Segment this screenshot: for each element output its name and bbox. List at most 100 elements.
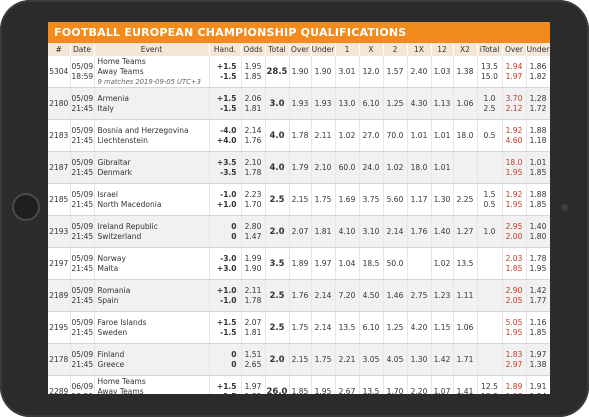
odds-x2[interactable]: 1.71 (453, 343, 478, 376)
total-over-odds[interactable]: 1.75 (289, 311, 312, 344)
odds-1[interactable]: 1.69 (334, 183, 360, 216)
total-under-odds[interactable]: 1.75 (311, 343, 336, 376)
event-cell[interactable]: Gibraltar Denmark (94, 151, 210, 184)
table-row[interactable]: 2195 05/09 21:45 Faroe Islands Sweden +1.5 -1.… (48, 311, 550, 344)
total-over-odds[interactable]: 1.90 (289, 56, 312, 88)
total-under-odds[interactable]: 1.97 (311, 247, 336, 280)
odds-12[interactable]: 1.30 (431, 183, 454, 216)
odds-2[interactable]: 1.02 (383, 151, 408, 184)
itotal-under-cell[interactable]: 1.911.84 (526, 375, 550, 394)
odds-1[interactable]: 2.67 (334, 375, 360, 394)
odds-12[interactable]: 1.01 (431, 119, 454, 152)
odds-2[interactable]: 1.70 (383, 375, 408, 394)
itotal-over-cell[interactable]: 2.03 1.85 (502, 247, 527, 280)
itotal-under-cell[interactable]: 1.16 1.85 (526, 311, 550, 344)
odds-2[interactable]: 1.57 (383, 56, 408, 88)
total-under-odds[interactable]: 2.10 (311, 151, 336, 184)
home-button[interactable] (12, 193, 40, 221)
handicap-odds-cell[interactable]: 1.51 2.65 (241, 343, 266, 376)
itotal-over-cell[interactable]: 2.90 2.05 (502, 279, 527, 312)
odds-1[interactable]: 3.01 (334, 56, 360, 88)
total-over-odds[interactable]: 2.07 (289, 215, 312, 248)
odds-1x[interactable]: 1.76 (406, 215, 432, 248)
itotal-over-cell[interactable]: 1.94 1.97 (502, 56, 527, 88)
odds-1[interactable]: 2.21 (334, 343, 360, 376)
odds-x[interactable]: 3.75 (359, 183, 384, 216)
itotal-over-cell[interactable]: 1.92 4.60 (502, 119, 527, 152)
odds-1x[interactable]: 2.20 (406, 375, 432, 394)
odds-1[interactable]: 1.04 (334, 247, 360, 280)
itotal-over-cell[interactable]: 18.0 1.95 (502, 151, 527, 184)
odds-12[interactable]: 1.23 (431, 279, 454, 312)
odds-x2[interactable]: 1.27 (453, 215, 478, 248)
itotal-over-cell[interactable]: 3.70 2.12 (502, 87, 527, 120)
total-over-odds[interactable]: 1.79 (289, 151, 312, 184)
table-row[interactable]: 2183 05/09 21:45 Bosnia and Herzegovina Liec… (48, 119, 550, 152)
odds-12[interactable]: 1.42 (431, 343, 454, 376)
odds-12[interactable]: 1.01 (431, 151, 454, 184)
odds-x[interactable]: 3.10 (359, 215, 384, 248)
event-cell[interactable]: Finland Greece (94, 343, 210, 376)
table-row[interactable]: 2187 05/09 21:45 Gibraltar Denmark +3.5 -3.5 2.… (48, 151, 550, 184)
handicap-odds-cell[interactable]: 1.95 1.85 (241, 56, 266, 88)
odds-x2[interactable]: 1.41 (453, 375, 478, 394)
total-under-odds[interactable]: 1.81 (311, 215, 336, 248)
table-row[interactable]: 2185 05/09 21:45 Israel North Macedonia -1.0 +… (48, 183, 550, 216)
odds-x[interactable]: 6.10 (359, 87, 384, 120)
odds-1[interactable]: 13.5 (334, 311, 360, 344)
odds-x[interactable]: 4.50 (359, 279, 384, 312)
event-cell[interactable]: Ireland Republic Switzerland (94, 215, 210, 248)
total-over-odds[interactable]: 1.85 (289, 375, 312, 394)
odds-x[interactable]: 3.05 (359, 343, 384, 376)
odds-1x[interactable]: 2.75 (406, 279, 432, 312)
odds-x[interactable]: 27.0 (359, 119, 384, 152)
odds-1[interactable]: 1.02 (334, 119, 360, 152)
handicap-odds-cell[interactable]: 2.23 1.70 (241, 183, 266, 216)
column-header[interactable]: 1X (407, 43, 432, 56)
odds-2[interactable]: 4.05 (383, 343, 408, 376)
itotal-over-cell[interactable]: 5.05 1.95 (502, 311, 527, 344)
event-cell[interactable]: Faroe Islands Sweden (94, 311, 210, 344)
total-under-odds[interactable]: 2.14 (311, 311, 336, 344)
column-header[interactable]: Total (265, 43, 290, 56)
column-header[interactable]: Date (70, 43, 95, 56)
handicap-odds-cell[interactable]: 1.99 1.90 (241, 247, 266, 280)
odds-2[interactable]: 50.0 (383, 247, 408, 280)
odds-12[interactable]: 1.15 (431, 311, 454, 344)
handicap-odds-cell[interactable]: 2.14 1.76 (241, 119, 266, 152)
table-row[interactable]: 2189 05/09 21:45 Romania Spain +1.0 -1.0 2.11 1.… (48, 279, 550, 312)
table-row[interactable]: 2193 05/09 21:45 Ireland Republic Switzerlan… (48, 215, 550, 248)
odds-2[interactable]: 5.60 (383, 183, 408, 216)
table-row[interactable]: 2180 05/09 21:45 Armenia Italy +1.5 -1.5 2.06 1.… (48, 87, 550, 120)
total-under-odds[interactable]: 2.14 (311, 279, 336, 312)
odds-1x[interactable]: 1.17 (406, 183, 432, 216)
total-under-odds[interactable]: 1.75 (311, 183, 336, 216)
column-header[interactable]: Under (526, 43, 550, 56)
total-under-odds[interactable]: 1.90 (311, 56, 336, 88)
column-header[interactable]: 2 (383, 43, 408, 56)
odds-12[interactable]: 1.02 (431, 247, 454, 280)
total-over-odds[interactable]: 2.15 (289, 183, 312, 216)
itotal-over-cell[interactable]: 1.83 2.97 (502, 343, 527, 376)
odds-x2[interactable]: 1.11 (453, 279, 478, 312)
column-header[interactable]: Over (502, 43, 527, 56)
table-row[interactable]: 5304 05/09 18:59 Home Teams Away Teams 9 matc… (48, 56, 550, 88)
table-row[interactable]: 2197 05/09 21:45 Norway Malta -3.0 +3.0 1.99 1.9… (48, 247, 550, 280)
odds-1x[interactable] (406, 247, 432, 280)
odds-x2[interactable]: 1.38 (453, 56, 478, 88)
odds-2[interactable]: 70.0 (383, 119, 408, 152)
odds-12[interactable]: 1.40 (431, 215, 454, 248)
odds-1[interactable]: 13.0 (334, 87, 360, 120)
odds-x2[interactable]: 1.06 (453, 87, 478, 120)
handicap-odds-cell[interactable]: 2.80 1.47 (241, 215, 266, 248)
handicap-odds-cell[interactable]: 2.07 1.81 (241, 311, 266, 344)
odds-1x[interactable]: 1.30 (406, 343, 432, 376)
odds-2[interactable]: 1.46 (383, 279, 408, 312)
event-cell[interactable]: Home Teams Away Teams 9 matches 2019-09-05… (94, 56, 210, 88)
odds-1x[interactable]: 1.01 (406, 119, 432, 152)
total-under-odds[interactable]: 2.11 (311, 119, 336, 152)
odds-12[interactable]: 1.13 (431, 87, 454, 120)
handicap-odds-cell[interactable]: 2.11 1.78 (241, 279, 266, 312)
handicap-odds-cell[interactable]: 1.971.85 (241, 375, 266, 394)
